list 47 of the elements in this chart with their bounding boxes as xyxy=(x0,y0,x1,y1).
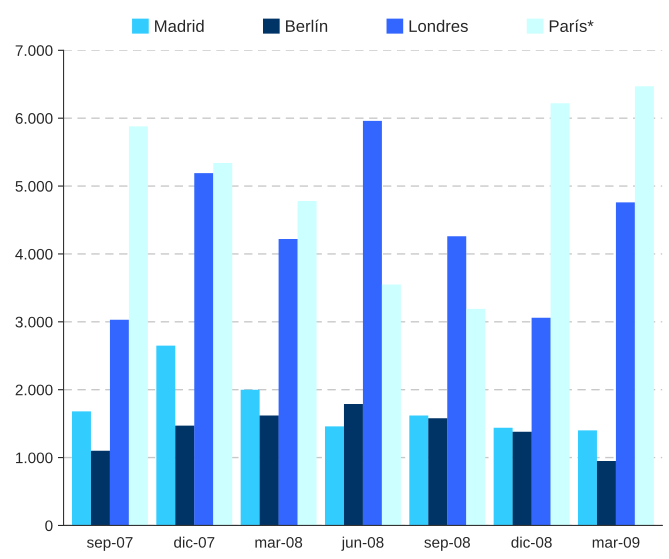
bar xyxy=(278,239,298,526)
y-tick-label: 7.000 xyxy=(16,45,53,56)
legend-label: París* xyxy=(550,20,594,32)
y-tick-label: 1.000 xyxy=(16,452,53,464)
bar xyxy=(175,426,194,526)
bar xyxy=(532,318,551,526)
x-tick-label: sep-07 xyxy=(87,536,133,551)
bar xyxy=(344,404,363,526)
bar xyxy=(72,411,91,526)
y-tick-label: 2.000 xyxy=(16,384,53,396)
bar xyxy=(213,162,232,526)
bar xyxy=(428,418,448,526)
x-tick-label: dic-07 xyxy=(174,536,214,548)
y-tick-label: 3.000 xyxy=(15,316,53,328)
bar xyxy=(512,432,532,526)
bar xyxy=(194,173,214,526)
bar xyxy=(128,126,148,526)
bar xyxy=(362,120,382,526)
x-tick-label: jun-08 xyxy=(341,536,384,551)
bar xyxy=(409,415,428,526)
y-tick-label: 4.000 xyxy=(15,248,53,260)
x-tick-label: mar-09 xyxy=(592,536,640,548)
bar xyxy=(550,103,570,526)
bar xyxy=(596,460,616,526)
legend-label: Madrid xyxy=(155,20,204,32)
bar xyxy=(578,430,597,526)
bar xyxy=(466,308,486,526)
bar xyxy=(494,428,513,526)
x-tick-label: sep-08 xyxy=(424,536,470,551)
bar xyxy=(298,201,317,526)
bar xyxy=(324,426,344,526)
x-tick-label: dic-08 xyxy=(511,536,552,548)
bar xyxy=(260,415,279,526)
bar xyxy=(110,320,129,526)
y-tick-label: 5.000 xyxy=(16,180,53,192)
legend-label: Londres xyxy=(410,20,468,32)
legend-label: Berlín xyxy=(286,20,328,32)
y-tick-label: 6.000 xyxy=(16,113,53,124)
bar xyxy=(634,86,654,526)
bar xyxy=(382,284,401,526)
y-tick-label: 0 xyxy=(45,520,53,532)
bar xyxy=(90,450,110,526)
bar xyxy=(240,390,260,526)
bar xyxy=(616,202,635,526)
x-tick-label: mar-08 xyxy=(255,536,302,548)
bar xyxy=(156,346,176,526)
bar xyxy=(447,236,466,526)
